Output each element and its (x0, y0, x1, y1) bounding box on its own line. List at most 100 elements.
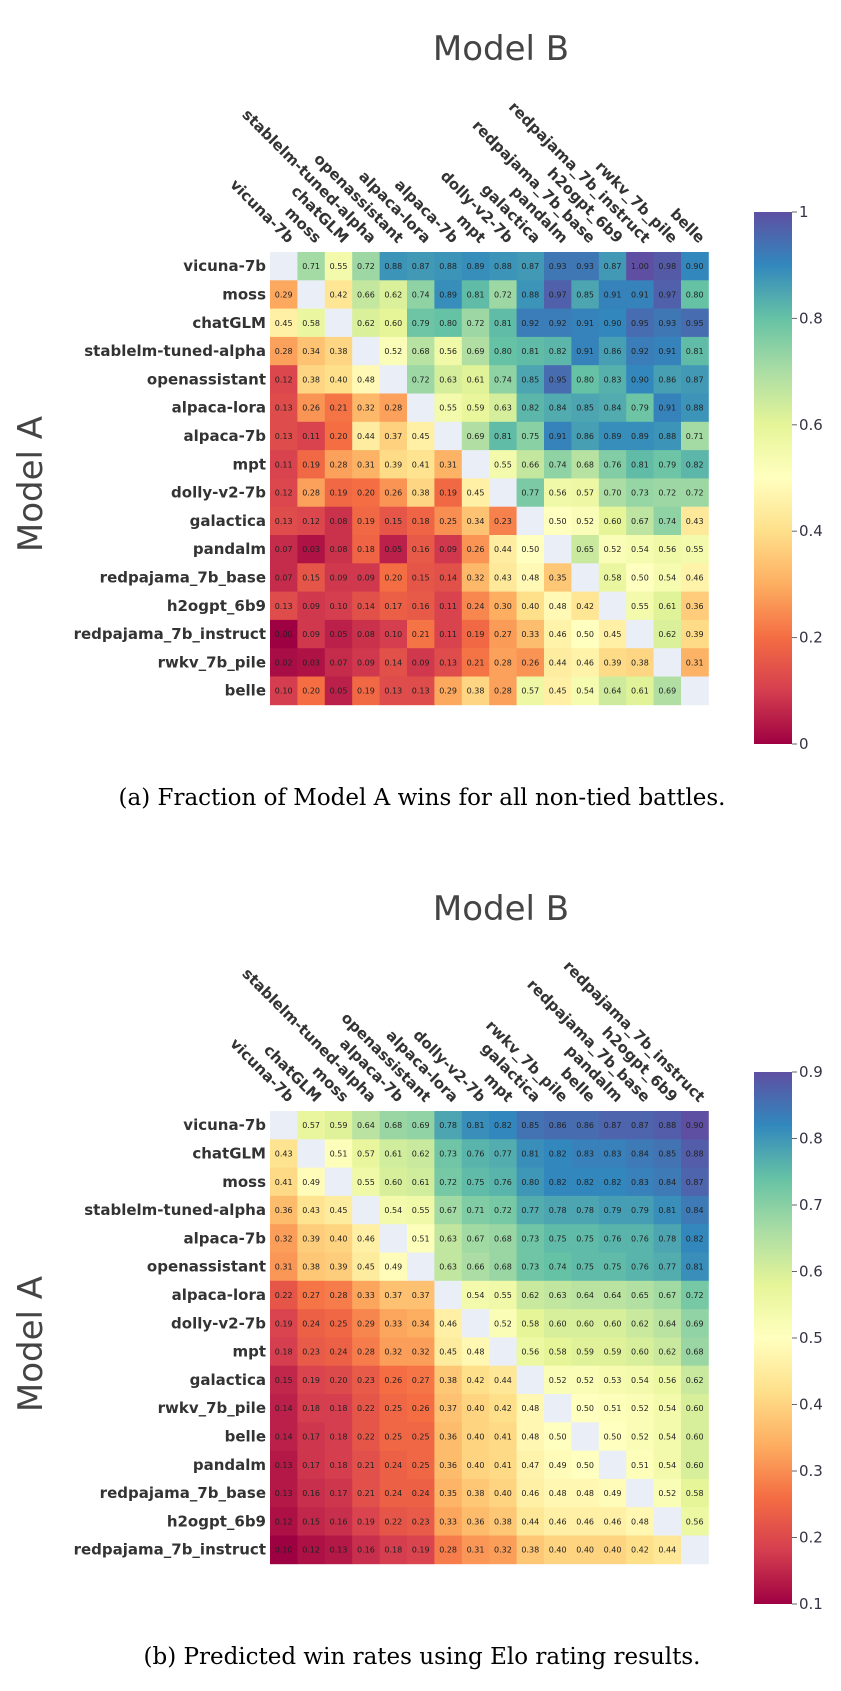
cell-value-label: 0.45 (412, 432, 430, 441)
heatmap-cell (461, 1478, 490, 1508)
heatmap-cell (626, 676, 654, 706)
heatmap-cell (324, 1280, 353, 1310)
heatmap-cell (681, 1280, 709, 1310)
row-label: vicuna-7b (183, 257, 266, 275)
cell-value-label: 0.26 (467, 545, 485, 554)
heatmap-cell (598, 591, 627, 621)
cell-value-label: 0.60 (604, 517, 622, 526)
cell-value-label: 0.07 (275, 545, 293, 554)
cell-value-label: 0.32 (357, 404, 375, 413)
heatmap-cell (489, 393, 517, 423)
cell-value-label: 0.87 (686, 375, 704, 384)
heatmap-cell (626, 365, 654, 394)
cell-value-label: 0.72 (686, 1291, 704, 1300)
heatmap-cell (270, 1195, 298, 1225)
cell-value-label: 0.20 (302, 687, 320, 696)
heatmap-cell (270, 336, 298, 366)
column-labels-a: vicuna-7bmosschatGLMstablelm-tuned-alpha… (226, 98, 708, 247)
heatmap-cell (324, 421, 353, 451)
colorbar-tick-label: 0.2 (799, 629, 823, 647)
cell-value-label: 0.61 (384, 1149, 402, 1158)
cell-value-label: 0.28 (330, 1291, 348, 1300)
colorbar-a: 0 0.2 0.4 0.6 0.8 1 (754, 203, 823, 753)
heatmap-cell (653, 648, 682, 677)
heatmap-cell (297, 1394, 326, 1423)
cell-value-label: 0.76 (494, 1178, 512, 1187)
cell-value-label: 0.13 (275, 404, 293, 413)
heatmap-cell (324, 1224, 353, 1253)
cell-value-label: 0.89 (467, 262, 485, 271)
heatmap-cell (489, 1365, 517, 1395)
cell-value-label: 0.89 (631, 432, 649, 441)
heatmap-cell (352, 1450, 380, 1480)
heatmap-cell (379, 421, 408, 451)
heatmap-cell (270, 421, 298, 451)
colorbar-tick-label: 0.6 (799, 1263, 823, 1281)
cell-value-label: 0.42 (467, 1376, 485, 1385)
cell-value-label: 0.29 (439, 687, 457, 696)
heatmap-cell (544, 365, 572, 394)
heatmap-cell (489, 1280, 517, 1310)
heatmap-cell (653, 1167, 682, 1197)
heatmap-cell (434, 1224, 463, 1253)
heatmap-cell (571, 421, 600, 451)
cell-value-label: 0.52 (576, 517, 594, 526)
heatmap-cell (681, 591, 709, 621)
heatmap-cell (681, 1365, 709, 1395)
heatmap-cell (681, 280, 709, 309)
heatmap-cell (626, 1309, 654, 1338)
heatmap-cell (270, 676, 298, 706)
heatmap-cell (489, 1309, 517, 1338)
cell-value-label: 0.21 (412, 630, 430, 639)
cell-value-label: 0.50 (549, 1432, 567, 1441)
heatmap-cell (324, 1507, 353, 1536)
heatmap-cell (434, 1337, 463, 1367)
heatmap-cell (407, 308, 435, 338)
cell-value-label: 0.55 (439, 404, 457, 413)
cell-value-label: 0.59 (467, 404, 485, 413)
heatmap-cell (653, 1365, 682, 1395)
cell-value-label: 0.13 (384, 687, 402, 696)
cell-value-label: 0.39 (604, 658, 622, 667)
cell-value-label: 0.72 (467, 319, 485, 328)
heatmap-cell (626, 1450, 654, 1480)
cell-value-label: 0.24 (330, 1348, 348, 1357)
cell-value-label: 0.58 (604, 573, 622, 582)
cell-value-label: 0.79 (631, 404, 649, 413)
heatmap-cell (516, 676, 545, 706)
cell-value-label: 0.48 (357, 375, 375, 384)
heatmap-cell (352, 1224, 380, 1253)
heatmap-cell (544, 1224, 572, 1253)
heatmap-cell (379, 563, 408, 592)
heatmap-cell (598, 1365, 627, 1395)
cell-value-label: 0.52 (631, 1432, 649, 1441)
cell-value-label: 0.49 (604, 1489, 622, 1498)
heatmap-cell (681, 506, 709, 536)
heatmap-cell (653, 1478, 682, 1508)
heatmap-cell (461, 619, 490, 649)
heatmap-cell (544, 591, 572, 621)
heatmap-cell (352, 421, 380, 451)
heatmap-cell (544, 1252, 572, 1282)
heatmap-cell (571, 450, 600, 479)
heatmap-cell (544, 421, 572, 451)
heatmap-cell (489, 1224, 517, 1253)
heatmap-cell (270, 563, 298, 592)
heatmap-cell (352, 1507, 380, 1536)
heatmap-cell (516, 1111, 545, 1140)
cell-value-label: 0.62 (658, 1348, 676, 1357)
cell-value-label: 0.67 (631, 517, 649, 526)
heatmap-cell (379, 1535, 408, 1565)
cell-value-label: 0.61 (467, 375, 485, 384)
heatmap-cell (324, 1478, 353, 1508)
cell-value-label: 0.41 (412, 460, 430, 469)
heatmap-cell (434, 421, 463, 451)
cell-value-label: 0.48 (549, 1489, 567, 1498)
cell-value-label: 0.88 (658, 432, 676, 441)
heatmap-cell (352, 676, 380, 706)
heatmap-cell (571, 1224, 600, 1253)
cell-value-label: 0.23 (412, 1517, 430, 1526)
heatmap-cell (461, 1252, 490, 1282)
cell-value-label: 0.72 (412, 375, 430, 384)
cell-value-label: 0.70 (604, 489, 622, 498)
